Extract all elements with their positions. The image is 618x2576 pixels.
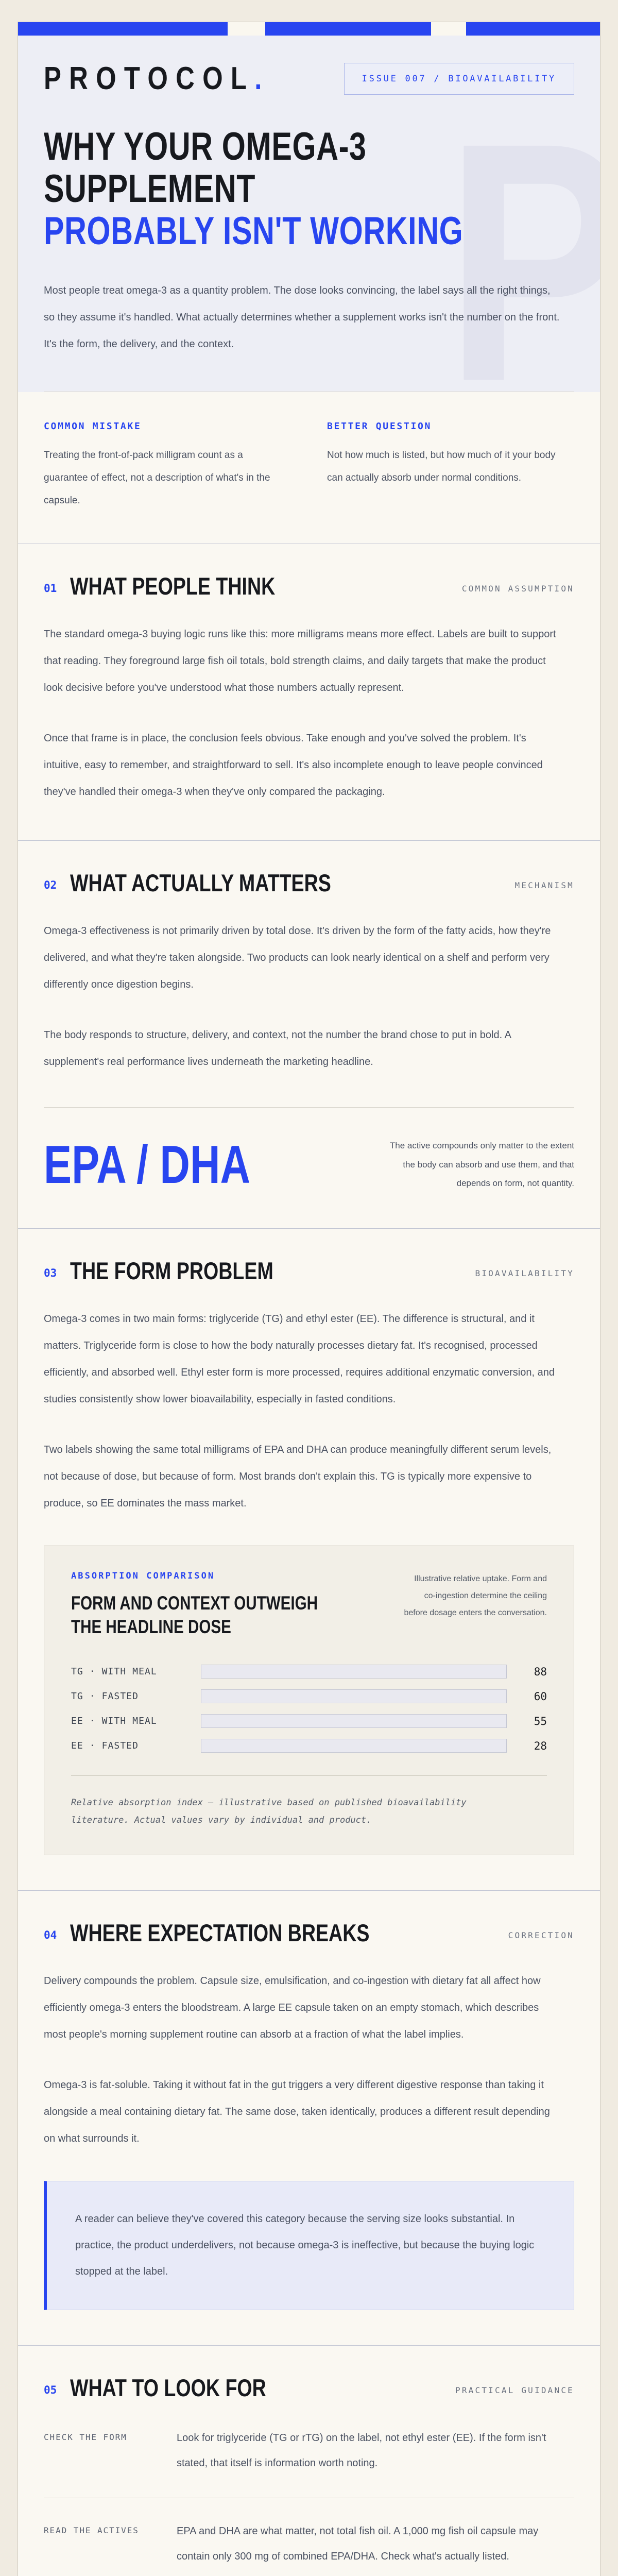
list-item-desc: Look for triglyceride (TG or rTG) on the… (177, 2432, 546, 2469)
section-where-expectation-breaks: 04 WHERE EXPECTATION BREAKS CORRECTION D… (18, 1890, 600, 2345)
bar-track (201, 1665, 507, 1679)
body-paragraph: Omega-3 comes in two main forms: triglyc… (44, 1313, 555, 1405)
feature-divider (44, 1107, 574, 1108)
guidance-list: CHECK THE FORM Look for triglyceride (TG… (44, 2408, 574, 2576)
list-item: CHECK THE FORM Look for triglyceride (TG… (44, 2408, 574, 2498)
body-paragraph: The standard omega-3 buying logic runs l… (44, 629, 556, 694)
section-tag: CORRECTION (508, 1930, 574, 1940)
hero-title-line-1: WHY YOUR OMEGA-3 (44, 125, 367, 168)
brand-logo: PROTOCOL. (44, 60, 262, 97)
common-mistake-note: COMMON MISTAKE Treating the front-of-pac… (44, 421, 286, 512)
absorption-chart-card: ABSORPTION COMPARISON FORM AND CONTEXT O… (44, 1545, 574, 1855)
bar-row: EE · FASTED 28 (71, 1739, 547, 1753)
chart-divider (71, 1775, 547, 1776)
section-tag: MECHANISM (514, 880, 574, 891)
chart-header-left: ABSORPTION COMPARISON FORM AND CONTEXT O… (71, 1571, 401, 1639)
chart-note: Illustrative relative uptake. Form and c… (404, 1574, 547, 1617)
bar-track (201, 1689, 507, 1704)
bar-value: 55 (534, 1715, 547, 1727)
better-question-note: BETTER QUESTION Not how much is listed, … (327, 421, 569, 512)
section-what-to-look-for: 05 WHAT TO LOOK FOR PRACTICAL GUIDANCE C… (18, 2345, 600, 2576)
newsletter-card: P PROTOCOL. ISSUE 007 / BIOAVAILABILITY … (18, 22, 600, 2576)
section-heading: 05 WHAT TO LOOK FOR PRACTICAL GUIDANCE (44, 2376, 574, 2400)
brand-period: . (254, 61, 262, 96)
bar-row: EE · WITH MEAL 55 (71, 1714, 547, 1728)
chart-caption: Relative absorption index — illustrative… (71, 1798, 467, 1825)
body-paragraph: Once that frame is in place, the conclus… (44, 733, 543, 798)
section-number: 02 (44, 879, 57, 892)
section-tag: COMMON ASSUMPTION (461, 584, 574, 594)
section-number: 05 (44, 2383, 57, 2396)
list-item-term: CHECK THE FORM (44, 2432, 127, 2442)
bar-chart: TG · WITH MEAL 88 TG · FASTED 60 EE · WI… (71, 1665, 547, 1753)
list-item-term: READ THE ACTIVES (44, 2525, 139, 2535)
section-title: WHAT PEOPLE THINK (70, 572, 276, 600)
body-paragraph: Delivery compounds the problem. Capsule … (44, 1975, 541, 2040)
section-title: THE FORM PROBLEM (70, 1257, 274, 1284)
bar-label: TG · FASTED (71, 1691, 139, 1702)
section-the-form-problem: 03 THE FORM PROBLEM BIOAVAILABILITY Omeg… (18, 1228, 600, 1890)
bar-value: 28 (534, 1739, 547, 1752)
section-heading: 03 THE FORM PROBLEM BIOAVAILABILITY (44, 1259, 574, 1283)
body-paragraph: The body responds to structure, delivery… (44, 1029, 511, 1068)
bar-label: EE · FASTED (71, 1740, 139, 1752)
feature-note: The active compounds only matter to the … (389, 1141, 574, 1189)
intro-paragraph: Most people treat omega-3 as a quantity … (44, 285, 560, 350)
hero-title-line-3: PROBABLY ISN'T WORKING (44, 209, 464, 253)
body-paragraph: Omega-3 effectiveness is not primarily d… (44, 925, 551, 991)
hero-title-line-2: SUPPLEMENT (44, 167, 256, 211)
pull-quote-callout: A reader can believe they've covered thi… (44, 2180, 574, 2310)
bar-label: TG · WITH MEAL (71, 1666, 157, 1677)
feature-term: EPA / DHA (44, 1135, 251, 1195)
accent-bar-gap (431, 22, 467, 36)
bar-value: 60 (534, 1690, 547, 1703)
issue-badge: ISSUE 007 / BIOAVAILABILITY (344, 62, 574, 95)
list-item: READ THE ACTIVES EPA and DHA are what ma… (44, 2497, 574, 2576)
section-what-people-think: 01 WHAT PEOPLE THINK COMMON ASSUMPTION T… (18, 544, 600, 841)
body-paragraph: Two labels showing the same total millig… (44, 1444, 552, 1509)
accent-bar-segment (466, 22, 600, 36)
hero-title: WHY YOUR OMEGA-3 SUPPLEMENT PROBABLY ISN… (44, 125, 464, 253)
accent-bar-gap (227, 22, 266, 36)
section-tag: BIOAVAILABILITY (475, 1268, 574, 1278)
chart-header: ABSORPTION COMPARISON FORM AND CONTEXT O… (71, 1571, 547, 1639)
bar-track (201, 1739, 507, 1753)
accent-bar-segment (265, 22, 432, 36)
note-label: BETTER QUESTION (327, 421, 432, 432)
section-heading: 01 WHAT PEOPLE THINK COMMON ASSUMPTION (44, 574, 574, 598)
section-title: WHAT ACTUALLY MATTERS (70, 869, 332, 897)
note-text: Not how much is listed, but how much of … (327, 450, 556, 483)
section-title: WHERE EXPECTATION BREAKS (70, 1919, 370, 1946)
list-item-desc: EPA and DHA are what matter, not total f… (177, 2525, 539, 2562)
hero-section: P PROTOCOL. ISSUE 007 / BIOAVAILABILITY … (18, 36, 600, 393)
bar-row: TG · WITH MEAL 88 (71, 1665, 547, 1679)
section-what-actually-matters: 02 WHAT ACTUALLY MATTERS MECHANISM Omega… (18, 840, 600, 1228)
section-heading: 04 WHERE EXPECTATION BREAKS CORRECTION (44, 1921, 574, 1945)
watermark-letter: P (445, 92, 600, 393)
section-tag: PRACTICAL GUIDANCE (455, 2385, 574, 2395)
accent-bar-segment (18, 22, 228, 36)
note-label: COMMON MISTAKE (44, 421, 142, 432)
section-number: 04 (44, 1928, 57, 1941)
bar-row: TG · FASTED 60 (71, 1689, 547, 1704)
top-accent-bar (18, 22, 600, 36)
bar-track (201, 1714, 507, 1728)
bar-value: 88 (534, 1665, 547, 1678)
epa-dha-feature: EPA / DHA The active compounds only matt… (44, 1137, 574, 1193)
section-heading: 02 WHAT ACTUALLY MATTERS MECHANISM (44, 871, 574, 895)
note-text: Treating the front-of-pack milligram cou… (44, 450, 270, 506)
chart-title: FORM AND CONTEXT OUTWEIGH THE HEADLINE D… (71, 1592, 318, 1638)
section-number: 01 (44, 582, 57, 595)
bar-label: EE · WITH MEAL (71, 1716, 157, 1727)
brand-text: PROTOCOL (44, 61, 255, 96)
section-title: WHAT TO LOOK FOR (70, 2374, 267, 2401)
top-notes-row: COMMON MISTAKE Treating the front-of-pac… (18, 392, 600, 544)
section-number: 03 (44, 1266, 57, 1279)
body-paragraph: Omega-3 is fat-soluble. Taking it withou… (44, 2079, 550, 2144)
pull-quote-text: A reader can believe they've covered thi… (75, 2213, 535, 2277)
chart-kicker: ABSORPTION COMPARISON (71, 1570, 215, 1581)
